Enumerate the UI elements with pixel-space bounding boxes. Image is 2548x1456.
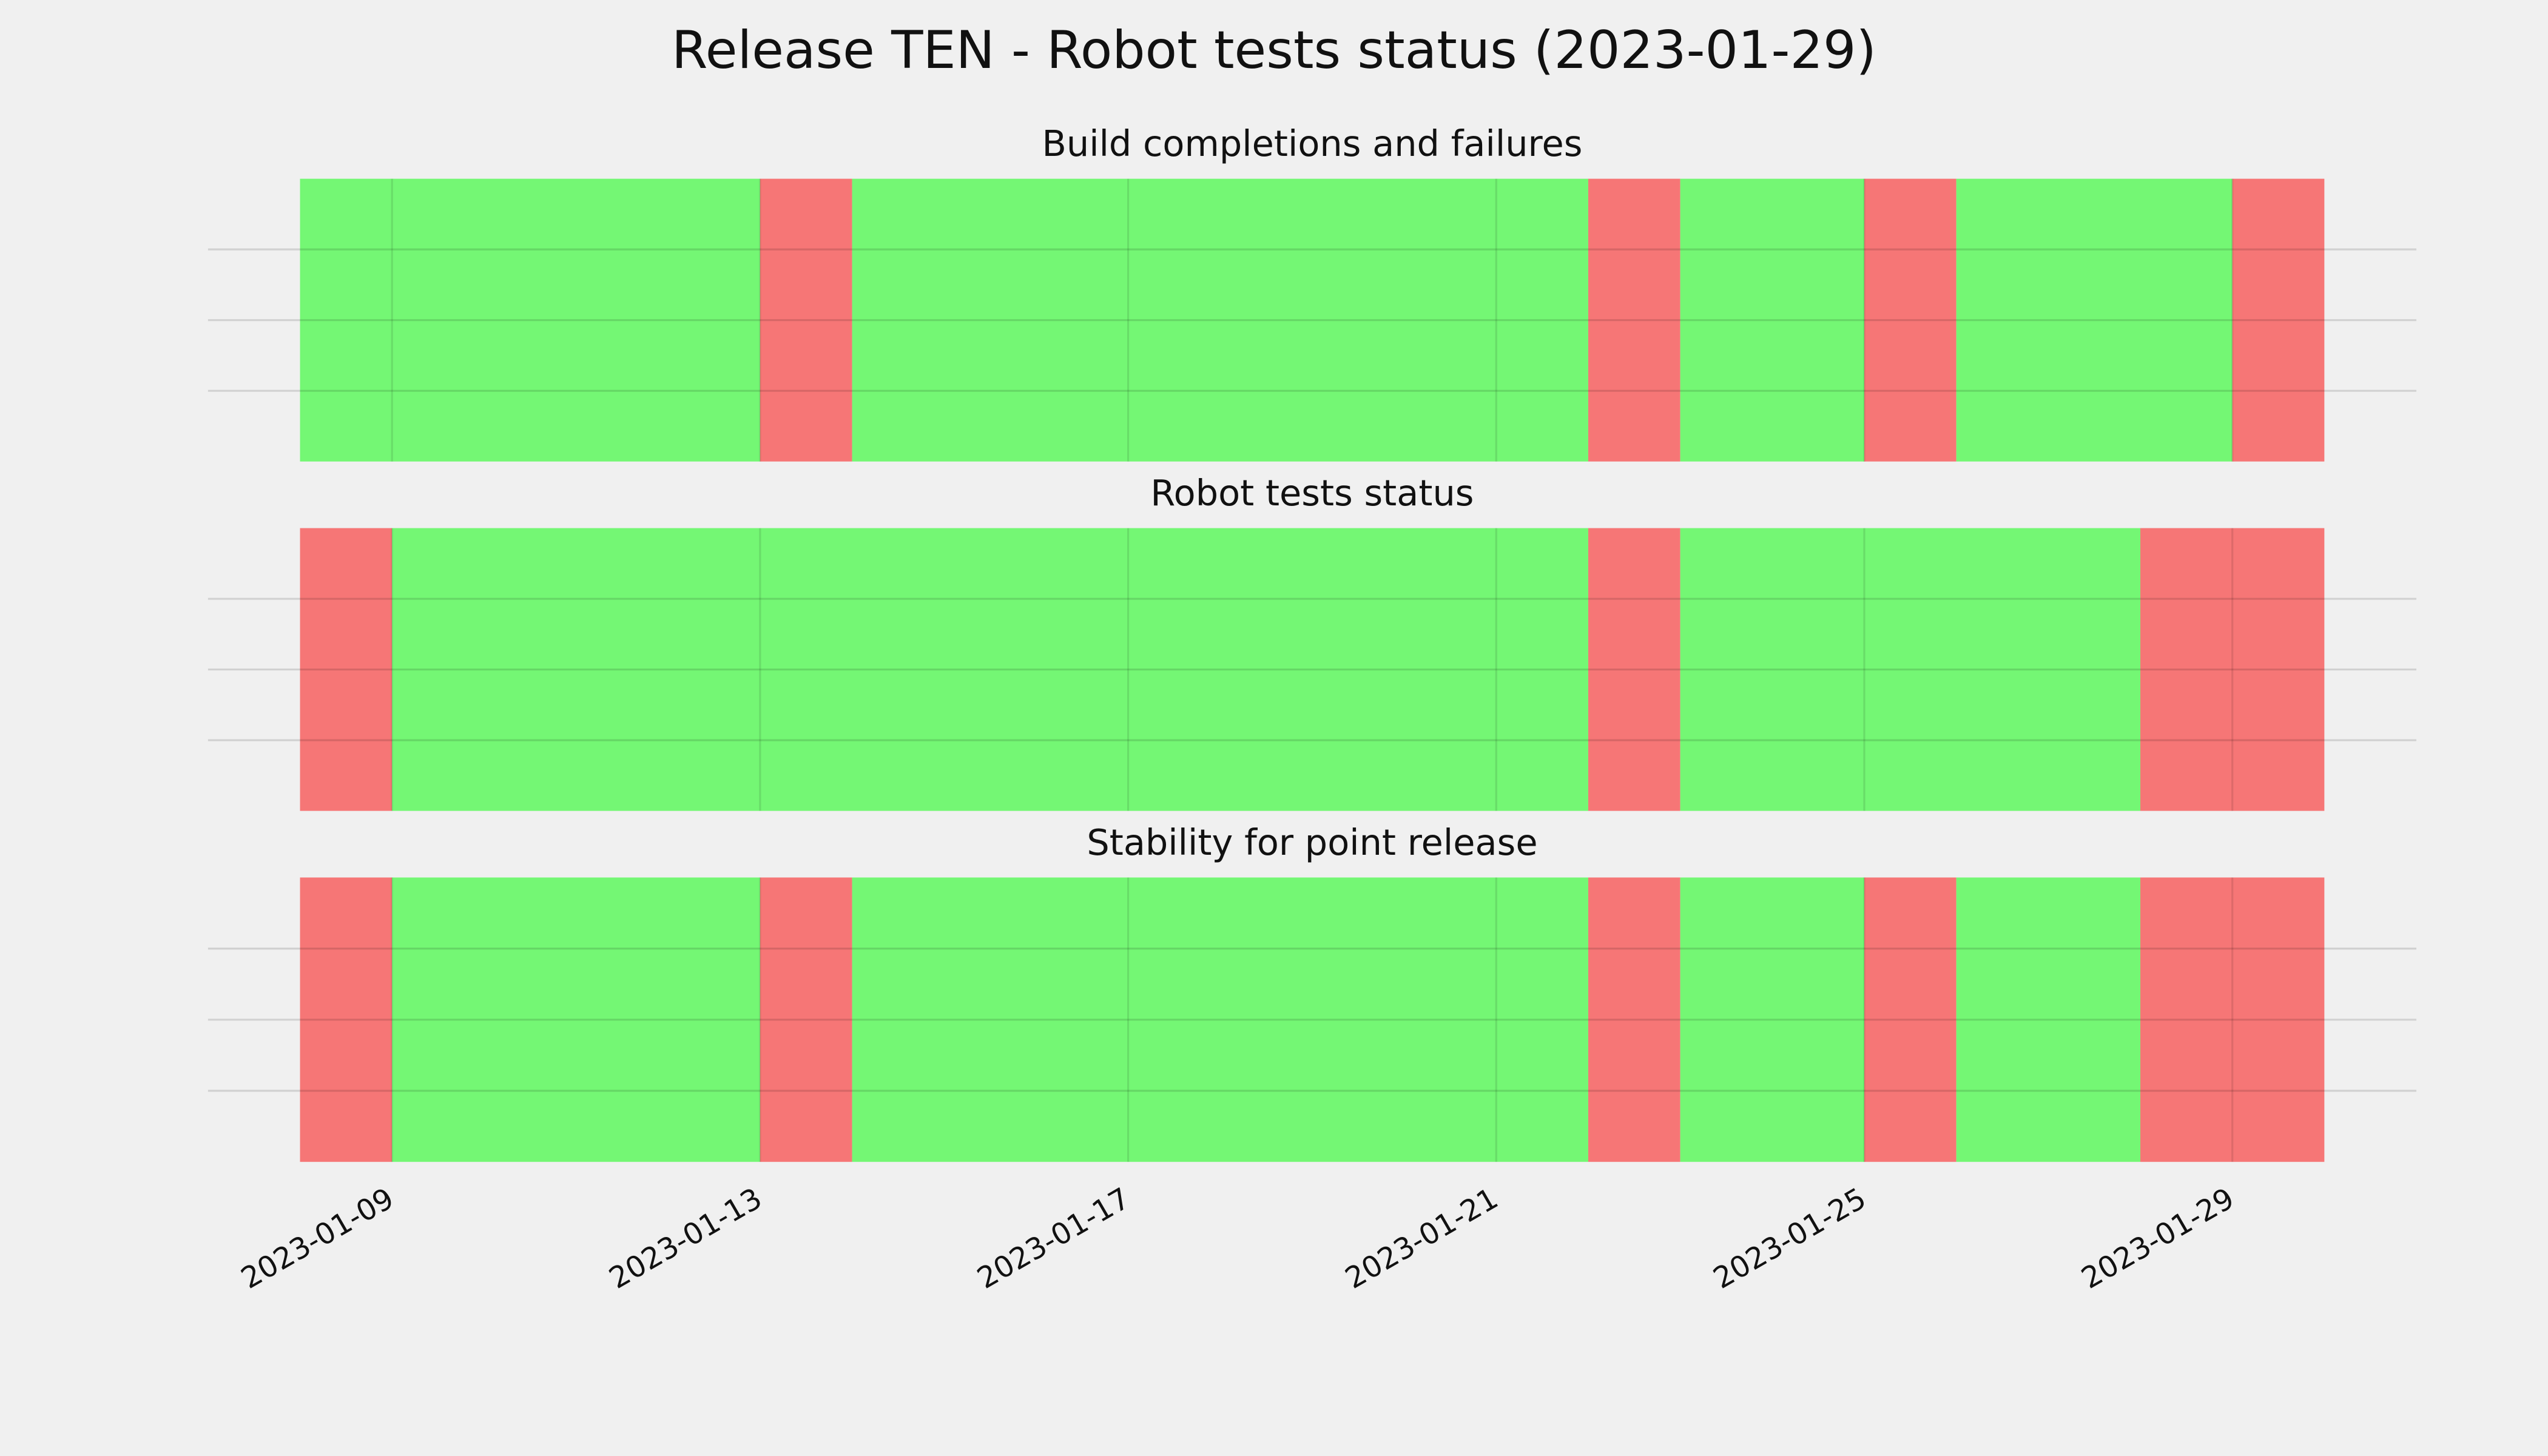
page-title: Release TEN - Robot tests status (2023-0… bbox=[672, 20, 1876, 81]
panel-title: Build completions and failures bbox=[1042, 123, 1582, 164]
status-segment bbox=[1680, 528, 2141, 811]
status-segment bbox=[760, 178, 852, 462]
status-segment bbox=[392, 528, 1588, 811]
status-segment bbox=[760, 877, 852, 1162]
status-segment bbox=[300, 528, 393, 811]
status-segment bbox=[1956, 178, 2233, 462]
status-segment bbox=[300, 178, 760, 462]
status-segment bbox=[1864, 877, 1956, 1162]
status-segment bbox=[1680, 877, 1864, 1162]
status-segment bbox=[1864, 178, 1956, 462]
panel-title: Stability for point release bbox=[1087, 821, 1537, 863]
status-segment bbox=[392, 877, 760, 1162]
status-segment bbox=[2232, 178, 2325, 462]
x-tick-label: 2023-01-17 bbox=[971, 1181, 1136, 1296]
status-segment bbox=[2140, 877, 2325, 1162]
status-segment bbox=[300, 877, 393, 1162]
x-tick-label: 2023-01-13 bbox=[604, 1181, 768, 1296]
x-tick-label: 2023-01-29 bbox=[2076, 1181, 2240, 1296]
status-segment bbox=[852, 877, 1588, 1162]
panel-title: Robot tests status bbox=[1150, 472, 1474, 514]
x-tick-label: 2023-01-21 bbox=[1340, 1181, 1504, 1296]
status-segment bbox=[2140, 528, 2325, 811]
status-segment bbox=[1588, 178, 1680, 462]
status-segment bbox=[852, 178, 1588, 462]
status-segment bbox=[1588, 877, 1680, 1162]
status-segment bbox=[1588, 528, 1680, 811]
status-segment bbox=[1956, 877, 2141, 1162]
x-tick-label: 2023-01-25 bbox=[1708, 1181, 1872, 1296]
status-segment bbox=[1680, 178, 1864, 462]
x-tick-label: 2023-01-09 bbox=[235, 1181, 400, 1296]
